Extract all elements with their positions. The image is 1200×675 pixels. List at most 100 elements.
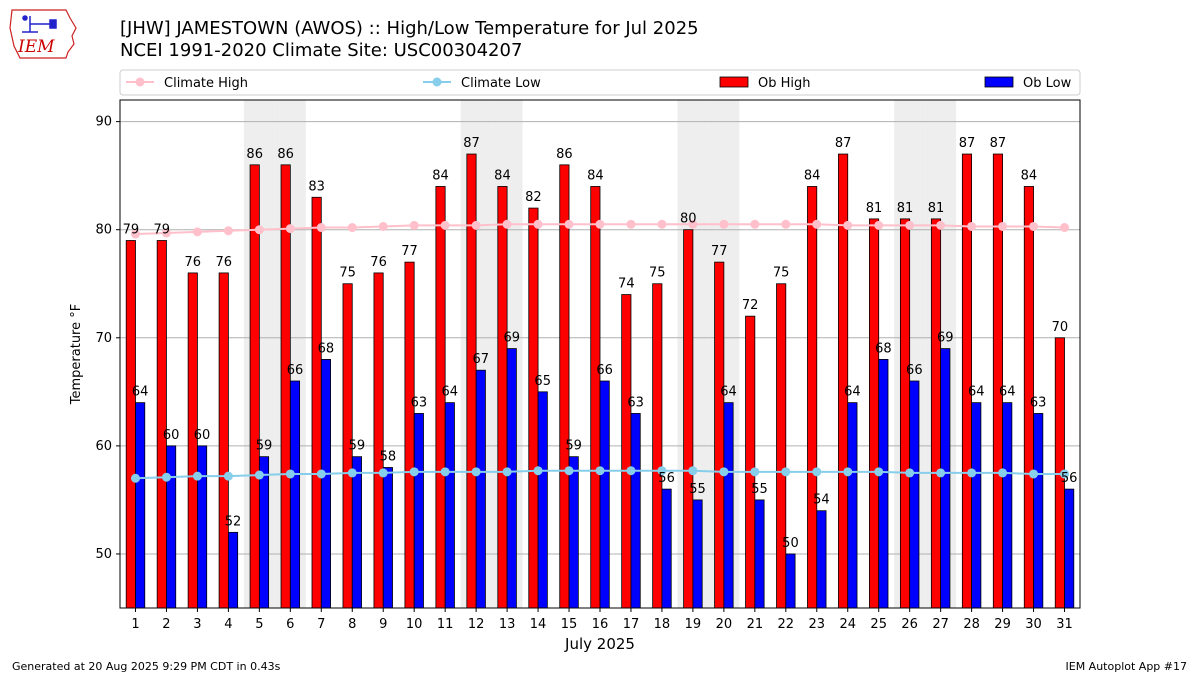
low-bar [258,456,270,609]
climate-low-point [161,472,171,482]
climate-low-point [285,469,295,479]
x-tick-label: 17 [623,617,640,632]
low-bar-label: 59 [565,439,582,454]
climate-high-point [657,219,667,229]
high-bar [776,283,787,609]
high-bar [961,153,973,609]
low-bar-label: 64 [132,385,149,400]
low-bar-label: 66 [287,363,304,378]
low-bar [816,510,827,609]
low-bar-label: 63 [627,395,644,410]
low-bar [351,456,362,609]
climate-high-point [1060,223,1070,233]
high-bar-label: 87 [463,136,480,151]
low-bar-label: 64 [968,385,985,400]
high-bar-label: 77 [711,244,728,259]
high-bar [899,218,911,609]
high-bar [559,164,570,609]
climate-high-point [502,219,512,229]
climate-high-point [626,219,636,229]
low-bar [909,380,920,609]
climate-low-point [130,473,140,483]
climate-low-point [750,467,760,477]
climate-low-point [688,466,698,476]
climate-high-point [161,228,171,238]
low-bar-label: 68 [875,341,892,356]
climate-low-point [843,467,853,477]
high-bar-label: 76 [185,255,202,270]
footer-app-text: IEM Autoplot App #17 [1065,660,1188,673]
legend-ob-low-swatch [984,76,1014,88]
y-tick-label: 90 [95,115,112,130]
low-bar-label: 50 [782,536,799,551]
high-bar-label: 70 [1052,320,1069,335]
low-bar-label: 63 [1030,395,1047,410]
high-bar-label: 82 [525,190,542,205]
low-bar [166,445,177,609]
low-bar [630,413,641,609]
high-bar-label: 81 [897,201,914,216]
low-bar-label: 67 [473,352,490,367]
x-tick-label: 12 [468,617,485,632]
high-bar [497,186,508,609]
climate-low-point [874,467,884,477]
low-bar [289,380,301,609]
high-bar-label: 86 [277,147,294,162]
high-bar [125,240,136,609]
x-tick-label: 20 [716,617,733,632]
x-axis-label: July 2025 [564,635,635,653]
climate-low-point [347,468,357,478]
low-bar-label: 54 [813,493,830,508]
x-tick-label: 25 [870,617,887,632]
x-tick-label: 3 [193,617,201,632]
x-tick-label: 2 [162,617,170,632]
climate-high-point [347,223,357,233]
high-bar-label: 81 [866,201,883,216]
x-tick-label: 9 [379,617,387,632]
legend-climate-high-marker [135,77,145,87]
high-bar [714,261,725,609]
climate-high-point [812,219,822,229]
climate-high-point [471,220,481,230]
low-bar-label: 64 [720,385,737,400]
high-bar [807,186,818,609]
climate-high-point [719,219,729,229]
climate-low-point [595,466,605,476]
low-bar-label: 59 [349,439,366,454]
low-bar [1002,402,1013,609]
x-tick-label: 18 [654,617,671,632]
x-tick-label: 30 [1025,617,1042,632]
x-tick-label: 14 [530,617,547,632]
low-bar-label: 60 [163,428,180,443]
climate-high-point [378,221,388,231]
high-bar-label: 80 [680,212,697,227]
high-bar-label: 77 [401,244,418,259]
climate-low-point [936,468,946,478]
high-bar-label: 84 [804,168,821,183]
high-bar-label: 76 [215,255,232,270]
legend-ob-low-label: Ob Low [1023,76,1072,91]
climate-high-point [781,219,791,229]
x-tick-label: 1 [131,617,139,632]
low-bar-label: 64 [999,385,1016,400]
low-bar [599,380,610,609]
climate-low-point [533,466,543,476]
climate-low-point [905,468,915,478]
y-tick-label: 50 [95,547,112,562]
climate-high-point [533,219,543,229]
low-bar-label: 63 [411,395,428,410]
footer-generated-text: Generated at 20 Aug 2025 9:29 PM CDT in … [12,660,281,673]
high-bar [652,283,663,609]
x-tick-label: 4 [224,617,232,632]
climate-high-point [936,220,946,230]
low-bar [847,402,858,609]
climate-high-point [874,220,884,230]
low-bar-label: 66 [906,363,923,378]
high-bar-label: 83 [308,179,325,194]
high-bar [930,218,942,609]
logo-text: IEM [17,37,55,57]
x-tick-label: 19 [685,617,702,632]
climate-low-point [316,469,326,479]
x-tick-label: 8 [348,617,356,632]
